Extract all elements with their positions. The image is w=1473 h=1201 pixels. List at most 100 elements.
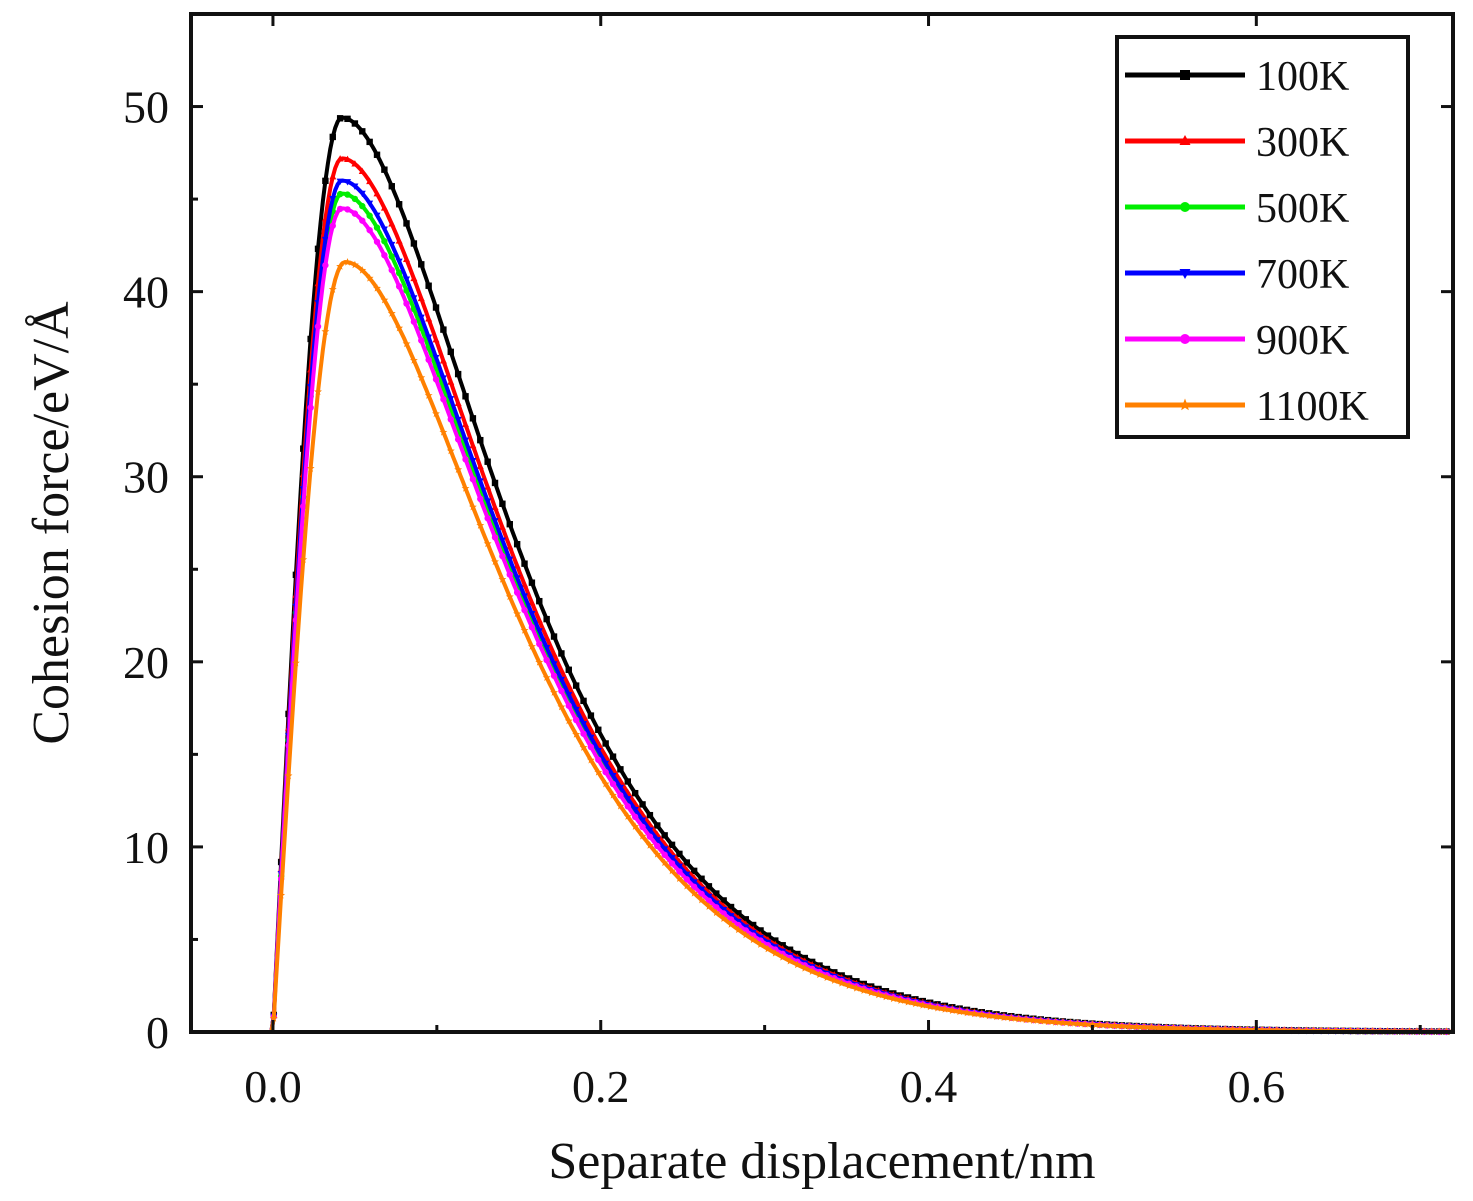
series-point bbox=[639, 817, 647, 824]
series-point bbox=[1272, 1026, 1281, 1034]
series-point bbox=[601, 779, 610, 788]
series-point bbox=[624, 796, 632, 803]
series-point bbox=[402, 339, 411, 348]
series-point bbox=[505, 592, 514, 601]
series-point bbox=[329, 195, 337, 203]
series-point bbox=[594, 768, 603, 776]
series-point bbox=[1029, 1016, 1038, 1024]
series-point bbox=[1250, 1025, 1259, 1034]
series-point bbox=[403, 300, 410, 307]
series-point bbox=[344, 206, 351, 213]
series-point bbox=[484, 483, 492, 490]
x-tick-label: 0.6 bbox=[1228, 1061, 1286, 1112]
series-point bbox=[646, 833, 654, 840]
series-point bbox=[859, 986, 868, 994]
series-point bbox=[469, 415, 477, 422]
x-axis-title: Separate displacement/nm bbox=[548, 1133, 1095, 1190]
legend-marker bbox=[1178, 398, 1192, 411]
series-point bbox=[344, 155, 352, 163]
series-point bbox=[387, 309, 396, 317]
series-point bbox=[712, 900, 720, 907]
series-point bbox=[587, 712, 595, 719]
legend-marker bbox=[1180, 334, 1190, 344]
series-point bbox=[595, 726, 602, 733]
series-point bbox=[1007, 1014, 1016, 1022]
series-point bbox=[757, 927, 764, 934]
series-point bbox=[284, 771, 293, 780]
series-point bbox=[719, 914, 728, 923]
series-point bbox=[830, 976, 839, 984]
series-point bbox=[727, 920, 735, 928]
series-point bbox=[645, 841, 654, 849]
series-point bbox=[477, 495, 484, 503]
y-axis-title: Cohesion force/eV/Å bbox=[23, 301, 80, 745]
series-point bbox=[403, 287, 410, 294]
series-point bbox=[999, 1013, 1008, 1021]
series-point bbox=[1132, 1022, 1141, 1031]
series-point bbox=[418, 337, 425, 344]
series-point bbox=[425, 282, 432, 289]
series-point bbox=[772, 937, 779, 944]
series-point bbox=[793, 960, 802, 969]
series-point bbox=[461, 484, 470, 492]
series-point bbox=[477, 436, 484, 444]
series-point bbox=[1235, 1025, 1244, 1034]
series-point bbox=[528, 624, 536, 631]
series-point bbox=[314, 245, 322, 253]
series-point bbox=[616, 801, 625, 810]
series-point bbox=[779, 942, 786, 949]
series-point bbox=[300, 503, 307, 510]
series-point bbox=[661, 832, 668, 839]
series-point bbox=[528, 598, 536, 606]
series-point bbox=[513, 575, 521, 582]
series-point bbox=[557, 702, 566, 711]
series-point bbox=[705, 883, 713, 890]
series-point bbox=[654, 842, 661, 850]
series-point bbox=[543, 644, 551, 652]
series-point bbox=[388, 266, 395, 274]
series-point bbox=[713, 890, 720, 897]
series-point bbox=[631, 813, 639, 821]
series-point bbox=[771, 949, 780, 957]
series-point bbox=[506, 521, 513, 528]
series-point bbox=[513, 609, 522, 618]
series-point bbox=[756, 940, 765, 948]
series-point bbox=[403, 255, 411, 262]
series-point bbox=[1103, 1021, 1112, 1029]
series-point bbox=[521, 593, 529, 600]
series-point bbox=[307, 404, 314, 411]
series-point bbox=[410, 318, 418, 325]
series-point bbox=[1022, 1015, 1031, 1024]
series-point bbox=[623, 812, 632, 820]
series-point bbox=[306, 464, 315, 472]
series-point bbox=[741, 930, 750, 939]
series-point bbox=[336, 262, 345, 270]
series-point bbox=[380, 204, 388, 211]
series-point bbox=[366, 138, 373, 146]
series-point bbox=[698, 875, 705, 882]
series-point bbox=[373, 189, 381, 197]
series-point bbox=[462, 456, 469, 463]
series-point bbox=[498, 523, 506, 530]
legend-label: 100K bbox=[1256, 54, 1349, 100]
series-point bbox=[1073, 1019, 1082, 1028]
series-point bbox=[1095, 1020, 1104, 1029]
series-point bbox=[359, 217, 366, 224]
series-point bbox=[1014, 1014, 1023, 1023]
series-point bbox=[609, 773, 617, 780]
series-point bbox=[609, 753, 617, 760]
series-point bbox=[586, 755, 595, 764]
series-point bbox=[1258, 1025, 1267, 1034]
series-point bbox=[550, 688, 558, 696]
series-point bbox=[403, 276, 411, 283]
series-point bbox=[661, 846, 669, 853]
series-point bbox=[291, 658, 300, 667]
series-point bbox=[1147, 1023, 1156, 1031]
series-point bbox=[867, 988, 876, 997]
series-point bbox=[564, 716, 573, 725]
series-point bbox=[527, 642, 536, 650]
series-point bbox=[572, 706, 580, 714]
series-point bbox=[1088, 1020, 1097, 1029]
series-point bbox=[454, 416, 462, 424]
legend: 100K 300K 500K 700K 900K 1100K bbox=[1115, 35, 1410, 439]
